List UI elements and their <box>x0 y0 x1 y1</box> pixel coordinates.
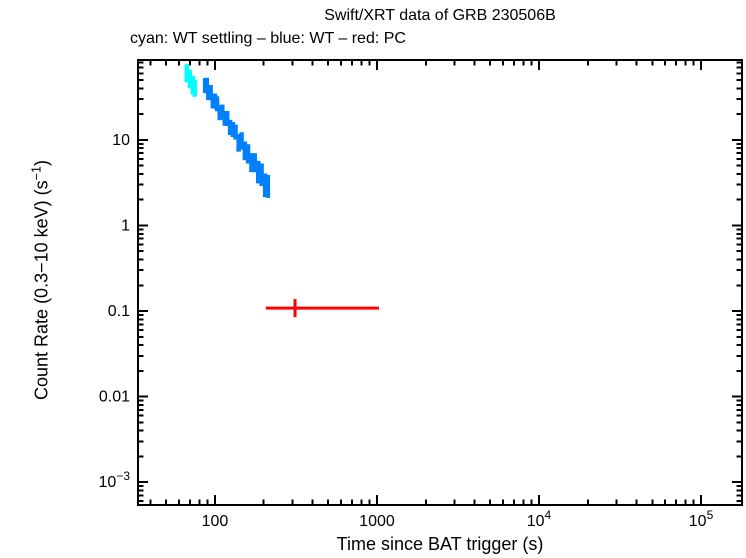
series-wt <box>202 77 271 198</box>
y-tick-label: 10 <box>112 132 130 149</box>
series-pc <box>265 299 379 318</box>
x-tick-label: 1000 <box>359 513 395 530</box>
data-point <box>265 299 379 318</box>
data-point <box>259 163 264 186</box>
data-point <box>233 124 238 140</box>
data-point <box>265 174 271 198</box>
y-tick-label: 0.01 <box>99 389 130 406</box>
plot-frame <box>137 59 743 506</box>
chart-title: Swift/XRT data of GRB 230506B <box>324 7 556 24</box>
x-axis-label: Time since BAT trigger (s) <box>336 534 544 554</box>
data-point <box>245 144 251 164</box>
data-point <box>252 153 257 173</box>
data-point <box>224 110 230 126</box>
data-point <box>214 96 220 112</box>
data-point <box>239 132 244 150</box>
chart-legend-line: cyan: WT settling – blue: WT – red: PC <box>130 30 406 47</box>
y-tick-label: 10−3 <box>99 469 131 491</box>
y-tick-label: 1 <box>121 217 130 234</box>
y-tick-label: 0.1 <box>108 303 130 320</box>
data-point <box>192 80 197 97</box>
x-tick-label: 105 <box>689 508 714 530</box>
x-tick-label: 104 <box>527 508 552 530</box>
axis-ticks <box>138 60 742 505</box>
x-tick-label: 100 <box>202 513 229 530</box>
series-wt-settling <box>184 64 197 97</box>
